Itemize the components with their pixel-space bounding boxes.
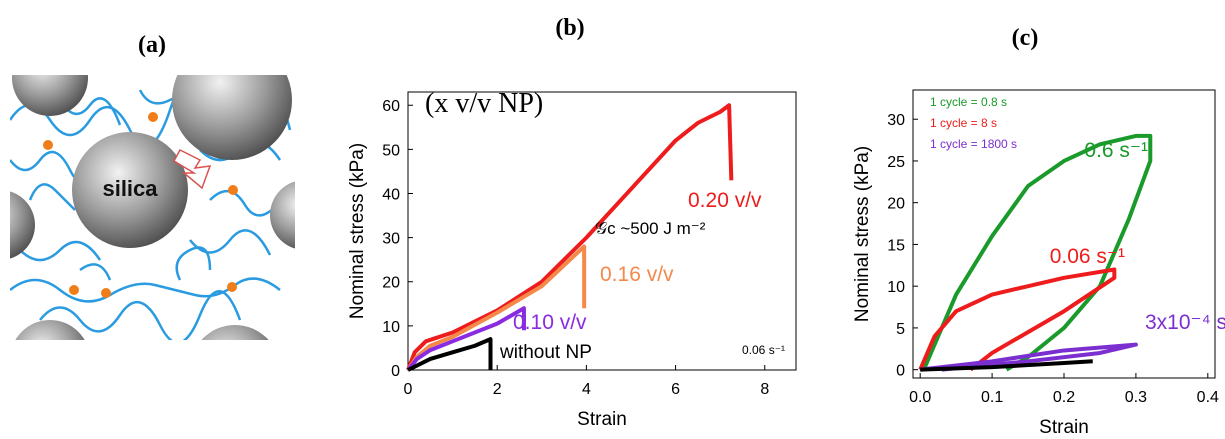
y-tick-label: 25 — [887, 154, 905, 171]
data-line — [406, 103, 734, 371]
data-line — [407, 337, 493, 372]
series-label: 3x10⁻⁴ s⁻¹ — [1145, 311, 1225, 334]
y-axis-label: Nominal stress (kPa) — [852, 146, 873, 322]
series-label: 0.16 v/v — [600, 263, 674, 286]
annotation: 𝒢c ~500 J m⁻² — [595, 219, 706, 238]
x-tick-label: 0.2 — [1053, 389, 1075, 406]
x-tick-label: 0 — [404, 381, 413, 398]
annotation: 0.06 s⁻¹ — [742, 343, 785, 357]
annotation: 1 cycle = 0.8 s — [930, 95, 1007, 109]
y-tick-label: 15 — [887, 237, 905, 254]
y-tick-label: 10 — [887, 279, 905, 296]
data-line — [406, 244, 587, 372]
data-line — [918, 267, 1117, 372]
series-label: 0.20 v/v — [688, 189, 762, 212]
x-tick-label: 6 — [671, 381, 680, 398]
data-line — [406, 306, 526, 372]
data-line — [921, 133, 1153, 372]
y-tick-label: 40 — [382, 186, 400, 203]
y-tick-label: 20 — [887, 196, 905, 213]
series-label: without NP — [499, 342, 592, 363]
panel-label: (c) — [1012, 25, 1039, 51]
plot-frame — [407, 91, 797, 371]
panel-label: (a) — [138, 32, 166, 58]
y-tick-label: 0 — [896, 363, 905, 380]
y-tick-label: 30 — [382, 231, 400, 248]
data-line — [920, 359, 1093, 372]
y-tick-label: 50 — [382, 142, 400, 159]
annotation: (x v/v NP) — [425, 88, 543, 119]
y-tick-label: 5 — [896, 321, 905, 338]
y-tick-label: 10 — [382, 319, 400, 336]
x-axis-label: Strain — [1039, 417, 1089, 438]
x-tick-label: 4 — [582, 381, 591, 398]
series-label: 0.6 s⁻¹ — [1084, 139, 1148, 162]
x-tick-label: 0.3 — [1125, 389, 1147, 406]
silica-label: silica — [102, 176, 158, 201]
x-tick-label: 0.4 — [1197, 389, 1219, 406]
plot-frame — [912, 89, 1216, 379]
x-tick-label: 0.1 — [981, 389, 1003, 406]
series-label: 0.10 v/v — [513, 311, 587, 334]
x-axis-label: Strain — [577, 409, 627, 430]
y-tick-label: 0 — [391, 363, 400, 380]
series-label: 0.06 s⁻¹ — [1050, 245, 1125, 268]
panel-label: (b) — [555, 15, 584, 41]
y-tick-label: 60 — [382, 98, 400, 115]
y-tick-label: 30 — [887, 112, 905, 129]
annotation: 1 cycle = 1800 s — [930, 137, 1017, 151]
annotation: 1 cycle = 8 s — [930, 116, 997, 130]
y-tick-label: 20 — [382, 275, 400, 292]
illustration: silica — [10, 75, 295, 340]
x-tick-label: 8 — [760, 381, 769, 398]
data-line — [919, 342, 1138, 372]
y-axis-label: Nominal stress (kPa) — [347, 143, 368, 319]
x-tick-label: 2 — [493, 381, 502, 398]
x-tick-label: 0.0 — [909, 389, 931, 406]
